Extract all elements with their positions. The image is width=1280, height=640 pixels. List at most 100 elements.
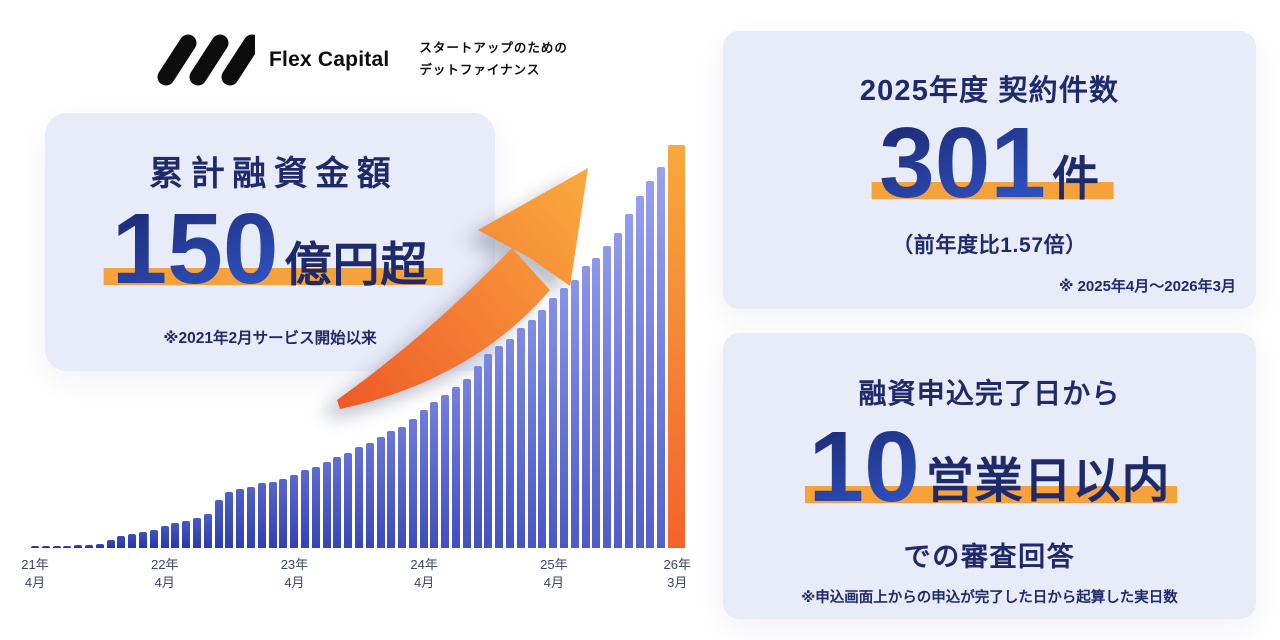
brand-tagline-line2: デットファイナンス: [419, 63, 541, 77]
cumulative-loan-card: 累計融資金額 150 億円超 ※2021年2月サービス開始以来: [45, 113, 495, 371]
contracts-value: 301: [879, 107, 1046, 219]
bar: [560, 288, 569, 548]
bar: [419, 410, 428, 548]
bar: [192, 518, 201, 548]
contracts-note: ※ 2025年4月〜2026年3月: [1058, 278, 1236, 295]
cumulative-bar-chart: [31, 145, 686, 548]
bar: [268, 482, 277, 548]
bar: [387, 431, 396, 548]
review-note: ※申込画面上からの申込が完了した日から起算した実日数: [801, 590, 1178, 606]
review-title: 融資申込完了日から: [858, 378, 1121, 409]
bar: [300, 470, 309, 548]
bar: [149, 530, 158, 548]
bar: [581, 266, 590, 548]
bar: [570, 280, 579, 548]
bar: [354, 447, 363, 548]
cumulative-loan-unit: 億円超: [284, 238, 429, 291]
bar: [290, 475, 299, 548]
bar: [495, 346, 504, 548]
bar: [160, 526, 169, 548]
bar: [452, 387, 461, 548]
bar: [516, 328, 525, 548]
orange-underline: [804, 486, 1177, 503]
bar: [246, 487, 255, 548]
contracts-comparison: （前年度比1.57倍）: [892, 234, 1087, 257]
brand-tagline-line1: スタートアップのための: [419, 41, 568, 56]
bar: [84, 545, 93, 548]
cumulative-loan-value: 150: [111, 193, 279, 305]
review-unit: 営業日以内: [925, 455, 1171, 508]
bar: [63, 546, 72, 548]
growth-arrow-body: [337, 248, 550, 409]
x-tick-label: 22年 4月: [150, 557, 179, 590]
contracts-title: 2025年度 契約件数: [859, 75, 1120, 107]
bar: [138, 532, 147, 548]
bar: [322, 462, 331, 548]
bar: [441, 395, 450, 548]
bar: [74, 545, 83, 548]
review-metric: 10 営業日以内: [804, 411, 1177, 523]
bar: [646, 181, 655, 548]
review-speed-card: 融資申込完了日から 10 営業日以内 での審査回答 ※申込画面上からの申込が完了…: [723, 333, 1256, 619]
chart-x-axis: 21年 4月 22年 4月 23年 4月 24年 4月 25年 4月 26年 3月: [21, 556, 691, 596]
bar: [549, 298, 558, 548]
bar: [106, 540, 115, 548]
review-value: 10: [808, 411, 920, 523]
bar: [128, 534, 137, 548]
x-tick-label: 25年 4月: [540, 557, 568, 590]
bar: [506, 339, 515, 548]
bar: [171, 523, 180, 548]
growth-arrow-icon: [337, 168, 588, 409]
bar: [311, 467, 320, 548]
contracts-metric: 301 件: [871, 107, 1114, 219]
cumulative-loan-title: 累計融資金額: [149, 155, 399, 193]
bar: [473, 366, 482, 548]
bar: [398, 427, 407, 548]
cumulative-loan-metric: 150 億円超: [103, 193, 443, 305]
bar: [117, 536, 126, 548]
orange-underline: [871, 182, 1114, 199]
brand-header: Flex Capital スタートアップのための デットファイナンス: [155, 34, 568, 86]
bar: [365, 443, 374, 548]
cumulative-loan-note: ※2021年2月サービス開始以来: [163, 330, 377, 347]
bar: [257, 483, 266, 548]
bar: [635, 196, 644, 548]
orange-underline: [103, 268, 443, 285]
bar: [624, 214, 633, 548]
bar: [344, 453, 353, 548]
bar: [41, 546, 50, 548]
bar: [408, 419, 417, 548]
bar: [203, 514, 212, 548]
bar: [182, 521, 191, 548]
bar: [592, 258, 601, 548]
brand-name: Flex Capital: [269, 48, 390, 71]
contracts-unit: 件: [1051, 152, 1100, 205]
x-tick-label: 21年 4月: [21, 557, 49, 590]
bar: [95, 544, 104, 548]
growth-arrow-head: [478, 168, 588, 286]
bar: [214, 500, 223, 548]
bar: [527, 320, 536, 548]
bar: [236, 489, 245, 548]
bar: [614, 233, 623, 548]
brand-tagline: スタートアップのための デットファイナンス: [419, 38, 568, 82]
bar: [484, 354, 493, 548]
x-tick-label: 26年 3月: [663, 557, 692, 590]
x-tick-label: 24年 4月: [410, 557, 438, 590]
bar: [31, 546, 39, 548]
bar: [376, 437, 385, 548]
bar-highlighted: [668, 145, 686, 548]
bar: [462, 379, 471, 548]
bar: [603, 246, 612, 548]
review-subtitle: での審査回答: [903, 542, 1076, 572]
bar: [538, 310, 547, 548]
contracts-card: 2025年度 契約件数 301 件 （前年度比1.57倍） ※ 2025年4月〜…: [723, 31, 1256, 309]
bar: [279, 479, 288, 548]
x-tick-label: 23年 4月: [280, 557, 309, 590]
bar: [225, 492, 234, 548]
flex-capital-logo-icon: [157, 34, 255, 86]
bar: [52, 546, 61, 548]
bar: [430, 402, 439, 548]
bar: [333, 457, 342, 548]
bar: [657, 167, 666, 548]
